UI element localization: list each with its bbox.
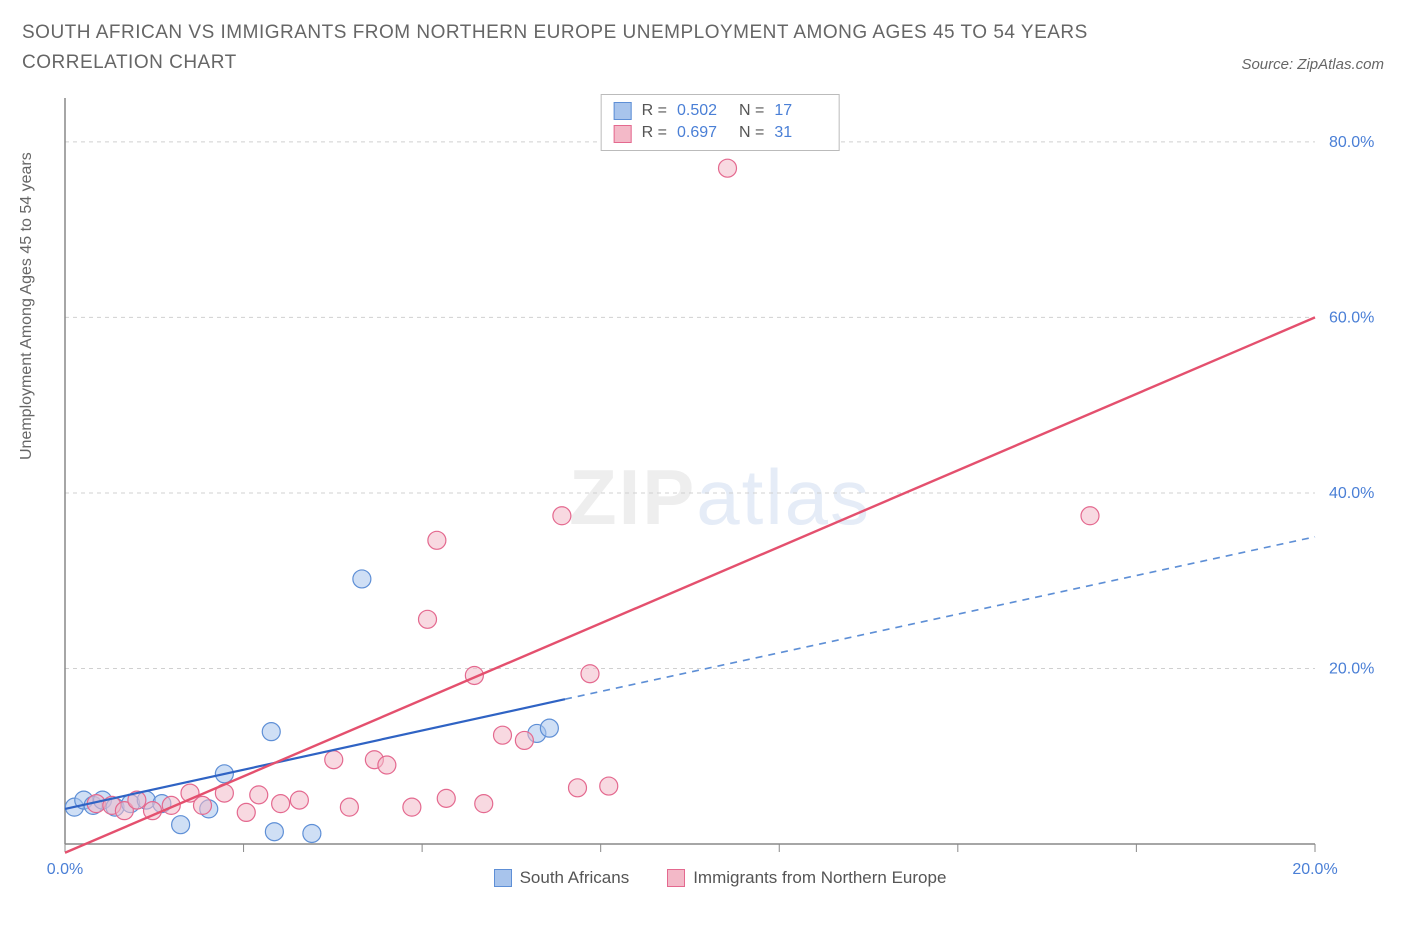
r-value-sa: 0.502 xyxy=(677,100,729,122)
source-label: Source: ZipAtlas.com xyxy=(1241,56,1384,73)
n-value-ne: 31 xyxy=(774,122,826,144)
series-legend: South Africans Immigrants from Northern … xyxy=(55,868,1385,888)
svg-text:20.0%: 20.0% xyxy=(1329,660,1374,677)
svg-text:60.0%: 60.0% xyxy=(1329,309,1374,326)
plot-area: ZIPatlas 20.0%40.0%60.0%80.0%0.0%20.0% R… xyxy=(55,92,1385,892)
legend-label-ne: Immigrants from Northern Europe xyxy=(693,868,946,888)
r-label: R = xyxy=(642,100,667,122)
swatch-sa xyxy=(614,102,632,120)
r-label: R = xyxy=(642,122,667,144)
y-axis-label: Unemployment Among Ages 45 to 54 years xyxy=(18,152,36,460)
correlation-row-ne: R = 0.697 N = 31 xyxy=(614,122,827,144)
title-bar: SOUTH AFRICAN VS IMMIGRANTS FROM NORTHER… xyxy=(0,0,1406,89)
legend-item-ne: Immigrants from Northern Europe xyxy=(667,868,946,888)
correlation-legend: R = 0.502 N = 17 R = 0.697 N = 31 xyxy=(601,94,840,151)
swatch-ne xyxy=(667,869,685,887)
svg-text:40.0%: 40.0% xyxy=(1329,485,1374,502)
chart-svg: 20.0%40.0%60.0%80.0%0.0%20.0% xyxy=(55,92,1385,892)
correlation-row-sa: R = 0.502 N = 17 xyxy=(614,100,827,122)
svg-text:80.0%: 80.0% xyxy=(1329,134,1374,151)
swatch-ne xyxy=(614,125,632,143)
r-value-ne: 0.697 xyxy=(677,122,729,144)
n-label: N = xyxy=(739,122,764,144)
n-label: N = xyxy=(739,100,764,122)
n-value-sa: 17 xyxy=(774,100,826,122)
legend-label-sa: South Africans xyxy=(520,868,630,888)
swatch-sa xyxy=(494,869,512,887)
legend-item-sa: South Africans xyxy=(494,868,630,888)
chart-title: SOUTH AFRICAN VS IMMIGRANTS FROM NORTHER… xyxy=(22,18,1142,79)
